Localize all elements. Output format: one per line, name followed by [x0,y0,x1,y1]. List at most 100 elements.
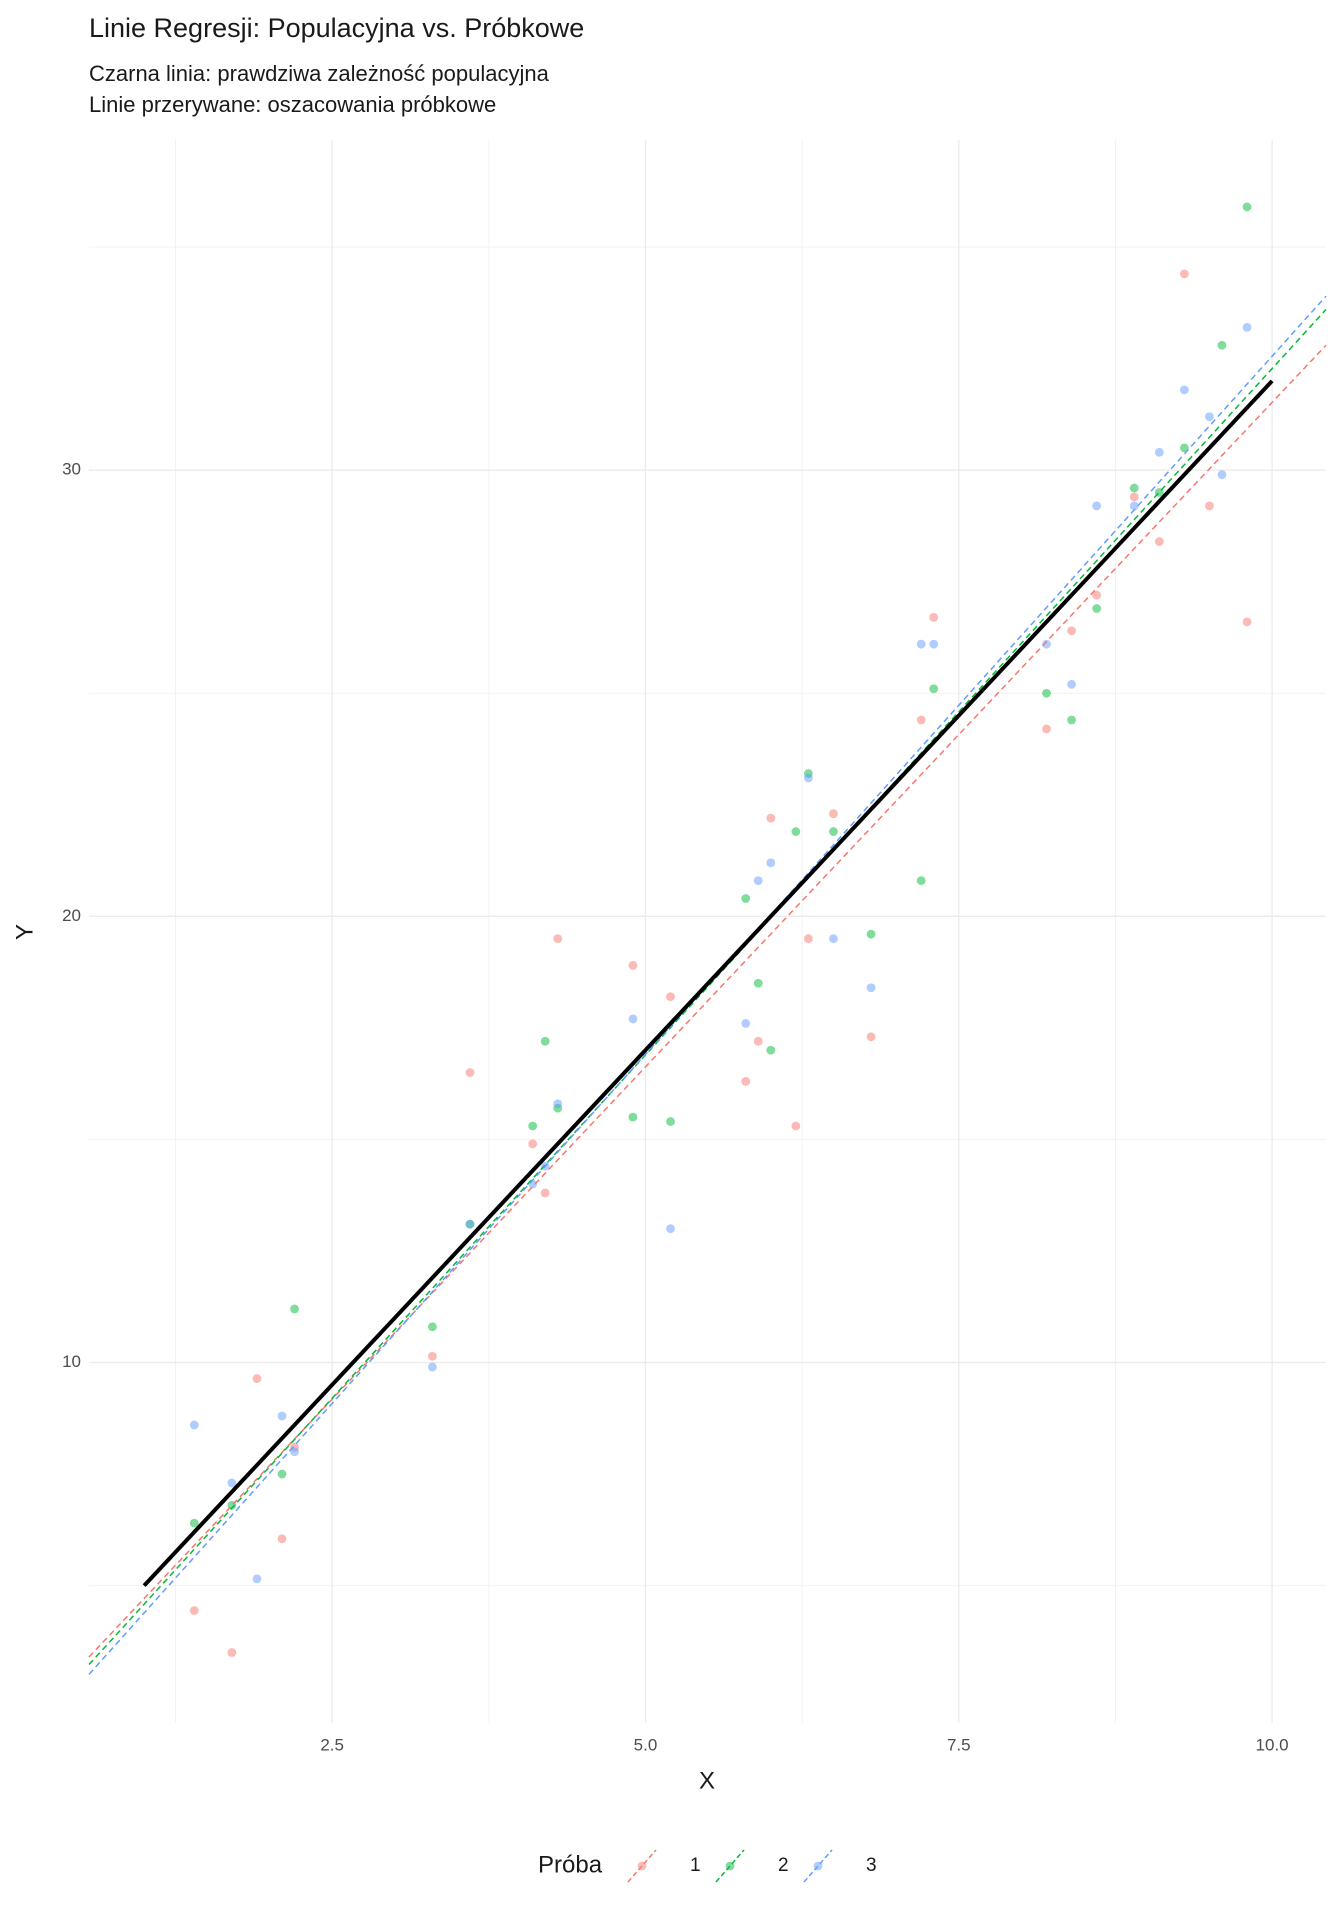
data-point [227,1648,237,1657]
data-point [290,1304,299,1314]
legend-entry: 1 [627,1849,701,1883]
data-point [1179,443,1189,453]
data-point [866,1032,876,1042]
data-point [766,813,776,823]
data-point [1092,604,1102,613]
data-point [666,992,675,1002]
data-point [553,934,563,944]
legend-label: 2 [778,1855,789,1876]
data-point [465,1068,475,1077]
legend-title: Próba [538,1851,603,1878]
data-point [277,1411,287,1421]
data-point [1242,202,1252,212]
data-point [628,961,638,970]
data-point [1092,590,1102,600]
data-point [1092,501,1102,511]
data-point [666,1224,675,1234]
data-point [1067,626,1076,636]
data-point [189,1606,199,1615]
data-point [628,1014,638,1024]
y-tick-label: 10 [62,1352,81,1371]
data-point [1205,501,1214,511]
data-point [290,1447,299,1457]
chart-title: Linie Regresji: Populacyjna vs. Próbkowe [89,13,584,43]
data-point [741,894,751,903]
data-point [1217,340,1227,350]
data-point [1129,492,1139,502]
data-point [189,1420,199,1430]
legend-key-line [715,1849,745,1883]
data-point [528,1139,538,1149]
data-point [916,715,926,725]
data-point [428,1351,437,1361]
data-point [277,1534,287,1544]
legend-entry: 2 [715,1849,789,1883]
data-point [1242,617,1252,627]
data-point [741,1019,751,1028]
data-point [1242,322,1252,332]
legend-key-point [813,1861,823,1871]
data-point [553,1099,563,1109]
data-point [829,934,838,944]
data-point [866,983,876,993]
chart-subtitle: Czarna linia: prawdziwa zależność popula… [89,61,550,86]
data-point [428,1362,437,1372]
data-point [428,1322,437,1332]
data-point [741,1077,751,1086]
data-point [929,684,939,694]
data-point [189,1518,199,1528]
legend-key-line [803,1849,833,1883]
data-point [540,1188,550,1198]
data-point [753,876,763,886]
data-point [1154,447,1164,457]
data-point [1067,679,1076,689]
data-point [1179,385,1189,395]
data-point [252,1374,262,1383]
data-point [628,1112,638,1122]
data-point [929,639,939,649]
data-point [929,612,939,622]
data-point [1067,715,1076,725]
data-point [1042,639,1051,649]
y-tick-label: 20 [62,906,81,925]
chart-subtitle: Linie przerywane: oszacowania próbkowe [89,92,496,117]
y-tick-label: 30 [62,460,81,479]
data-point [1179,269,1189,279]
population-line [142,379,1274,1587]
data-point [277,1469,287,1479]
data-point [1129,501,1139,511]
data-point [803,773,813,783]
data-point [1042,688,1051,698]
data-point [916,876,926,886]
x-axis-title: X [699,1767,715,1794]
legend-key-point [725,1861,735,1871]
data-point [866,929,876,939]
x-tick-label: 10.0 [1256,1735,1289,1754]
data-point [829,827,838,836]
x-tick-label: 7.5 [947,1735,971,1754]
data-point [1129,483,1139,493]
data-point [666,1117,675,1126]
y-axis-title: Y [11,924,38,940]
regression-line [88,344,1327,1658]
x-tick-label: 2.5 [320,1735,344,1754]
data-point [829,809,838,819]
data-point [528,1121,538,1131]
data-point [753,1036,763,1046]
legend-key-point [637,1861,647,1871]
data-point [791,1121,801,1131]
data-point [252,1574,262,1584]
data-point [1217,470,1227,480]
legend-entry: 3 [803,1849,877,1883]
legend-label: 1 [690,1855,701,1876]
data-point [791,827,801,836]
data-point [1154,537,1164,546]
data-point [766,858,776,868]
data-point [916,639,926,649]
data-point [1042,724,1051,734]
regression-line [88,309,1327,1666]
data-point [227,1478,237,1488]
data-point [803,934,813,944]
